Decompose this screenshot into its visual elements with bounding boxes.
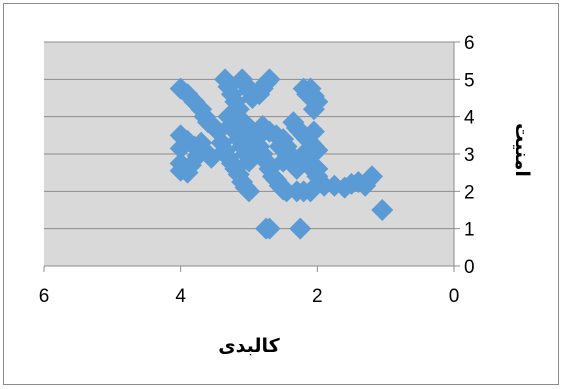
y-tick-label: 4: [464, 108, 475, 129]
x-tick-label: 0: [449, 286, 460, 307]
data-point: [238, 180, 260, 203]
x-tick-label: 2: [312, 286, 323, 307]
x-tick-label: 6: [39, 286, 50, 307]
y-axis-title: امنیت: [511, 123, 533, 177]
y-tick-label: 1: [464, 220, 475, 241]
y-tick-label: 2: [464, 182, 475, 203]
data-point: [361, 165, 383, 188]
data-point: [258, 68, 281, 91]
x-tick-label: 4: [175, 286, 186, 307]
y-tick-label: 5: [464, 70, 475, 91]
y-tick-label: 0: [464, 257, 475, 278]
data-point: [302, 120, 325, 143]
data-point: [289, 217, 312, 240]
data-point: [169, 137, 192, 160]
data-point: [306, 157, 329, 180]
data-point: [190, 131, 213, 154]
data-point: [272, 150, 295, 173]
tick-labels: 0 2 4 6 0 1 2 3 4 5 6: [39, 33, 475, 307]
y-tick-label: 6: [464, 33, 475, 54]
y-tick-label: 3: [464, 145, 475, 166]
data-point: [234, 113, 257, 136]
data-point: [302, 98, 325, 121]
x-axis-title: کالبدی: [218, 335, 280, 357]
data-points: [169, 68, 394, 240]
data-point: [371, 199, 394, 221]
data-point: [258, 217, 281, 240]
axes: [43, 41, 460, 272]
